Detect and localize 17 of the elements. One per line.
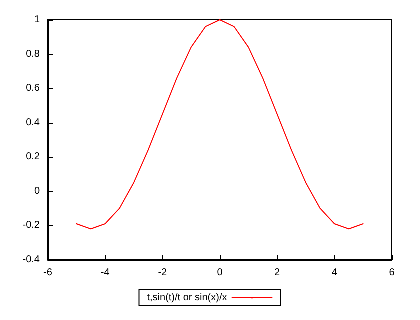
y-tick-label: 0.4 (26, 117, 40, 128)
x-tick-label: 6 (389, 268, 396, 278)
x-tick-label: -6 (44, 268, 53, 278)
y-tick-label: 0.6 (26, 83, 40, 94)
x-tick-label: -2 (158, 268, 168, 278)
x-tick-label: 0 (217, 268, 224, 278)
x-tick-label: 4 (332, 268, 338, 278)
y-tick-label: 0 (34, 186, 40, 197)
line-series (76, 20, 364, 230)
y-tick-label: 0.2 (26, 152, 40, 163)
y-tick-label: -0.2 (22, 220, 40, 232)
legend-label: t,sin(t)/t or sin(x)/x (147, 292, 228, 304)
y-tick-label: -0.4 (22, 254, 40, 266)
y-tick-label: 0.8 (26, 48, 40, 60)
x-tick-label: 2 (274, 268, 281, 278)
y-tick-label: 1 (34, 14, 40, 26)
x-tick-label: -4 (100, 268, 110, 278)
